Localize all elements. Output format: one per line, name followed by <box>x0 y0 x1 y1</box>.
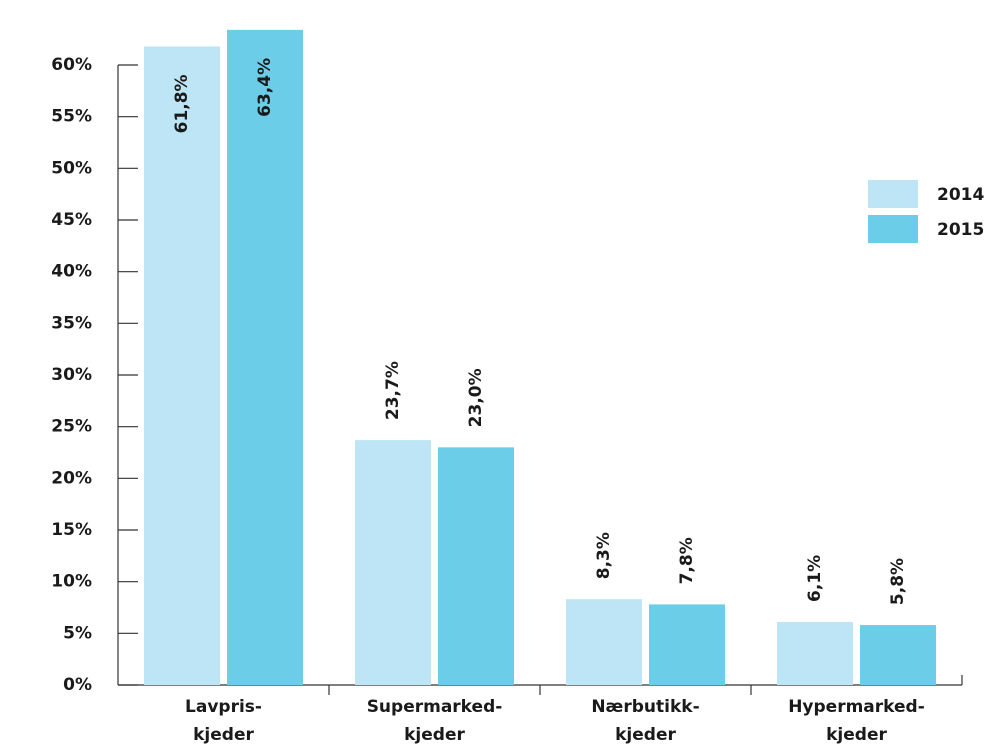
x-tick-label: Hypermarked- <box>788 697 925 717</box>
value-label: 7,8% <box>677 537 697 584</box>
bar <box>566 599 642 685</box>
value-label: 23,0% <box>466 368 486 427</box>
value-label: 6,1% <box>805 555 825 602</box>
y-tick-label: 55% <box>51 107 92 127</box>
y-tick-label: 15% <box>51 520 92 540</box>
value-label: 63,4% <box>255 58 275 117</box>
bar <box>860 625 936 685</box>
value-label: 8,3% <box>594 532 614 579</box>
y-tick-label: 0% <box>63 675 92 695</box>
bar <box>649 604 725 685</box>
x-tick-label: kjeder <box>826 725 887 745</box>
y-tick-label: 60% <box>51 55 92 75</box>
x-tick-label: Nærbutikk- <box>591 697 699 717</box>
x-tick-label: kjeder <box>404 725 465 745</box>
legend-swatch <box>868 180 918 208</box>
legend-swatch <box>868 215 918 243</box>
y-tick-label: 10% <box>51 572 92 592</box>
x-tick-label: kjeder <box>193 725 254 745</box>
y-tick-label: 45% <box>51 210 92 230</box>
x-tick-label: Lavpris- <box>185 697 262 717</box>
value-label: 61,8% <box>172 74 192 133</box>
value-label: 5,8% <box>888 558 908 605</box>
y-tick-label: 40% <box>51 262 92 282</box>
bar <box>438 447 514 685</box>
y-tick-label: 20% <box>51 468 92 488</box>
y-tick-label: 25% <box>51 417 92 437</box>
y-tick-label: 5% <box>63 623 92 643</box>
x-tick-label: Supermarked- <box>367 697 503 717</box>
y-tick-label: 50% <box>51 158 92 178</box>
bar <box>777 621 853 685</box>
legend-label: 2015 <box>937 220 984 240</box>
legend-label: 2014 <box>937 185 984 205</box>
value-label: 23,7% <box>383 361 403 420</box>
x-tick-label: kjeder <box>615 725 676 745</box>
y-tick-label: 30% <box>51 365 92 385</box>
bar <box>144 46 220 685</box>
bar <box>355 440 431 685</box>
y-tick-label: 35% <box>51 313 92 333</box>
bar <box>227 29 303 686</box>
